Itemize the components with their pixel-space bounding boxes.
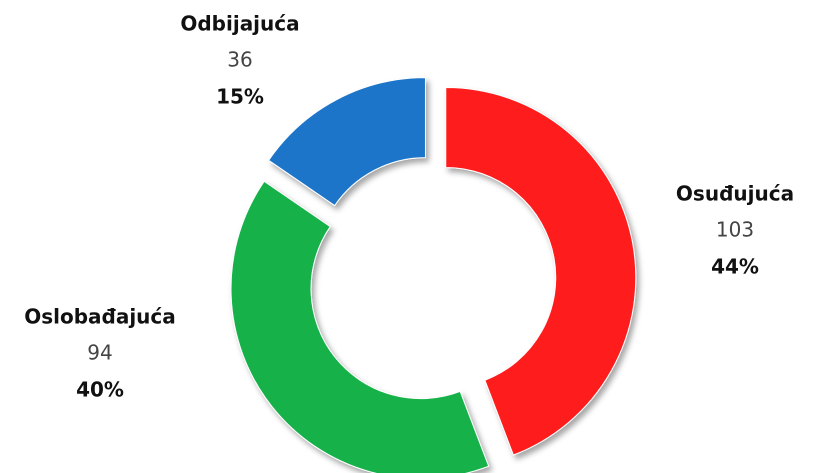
segment-name: Odbijajuća [180, 12, 299, 36]
segment-percent: 15% [216, 85, 264, 109]
donut-segment [267, 77, 426, 207]
segment-percent: 40% [76, 378, 124, 402]
segment-value: 36 [227, 48, 252, 72]
segment-name: Oslobađajuća [24, 305, 176, 329]
segment-name: Osuđujuća [676, 182, 794, 206]
donut-segment [230, 180, 490, 473]
segment-value: 103 [716, 218, 754, 242]
donut-segment [445, 86, 637, 456]
segment-percent: 44% [711, 255, 759, 279]
segment-value: 94 [87, 341, 112, 365]
